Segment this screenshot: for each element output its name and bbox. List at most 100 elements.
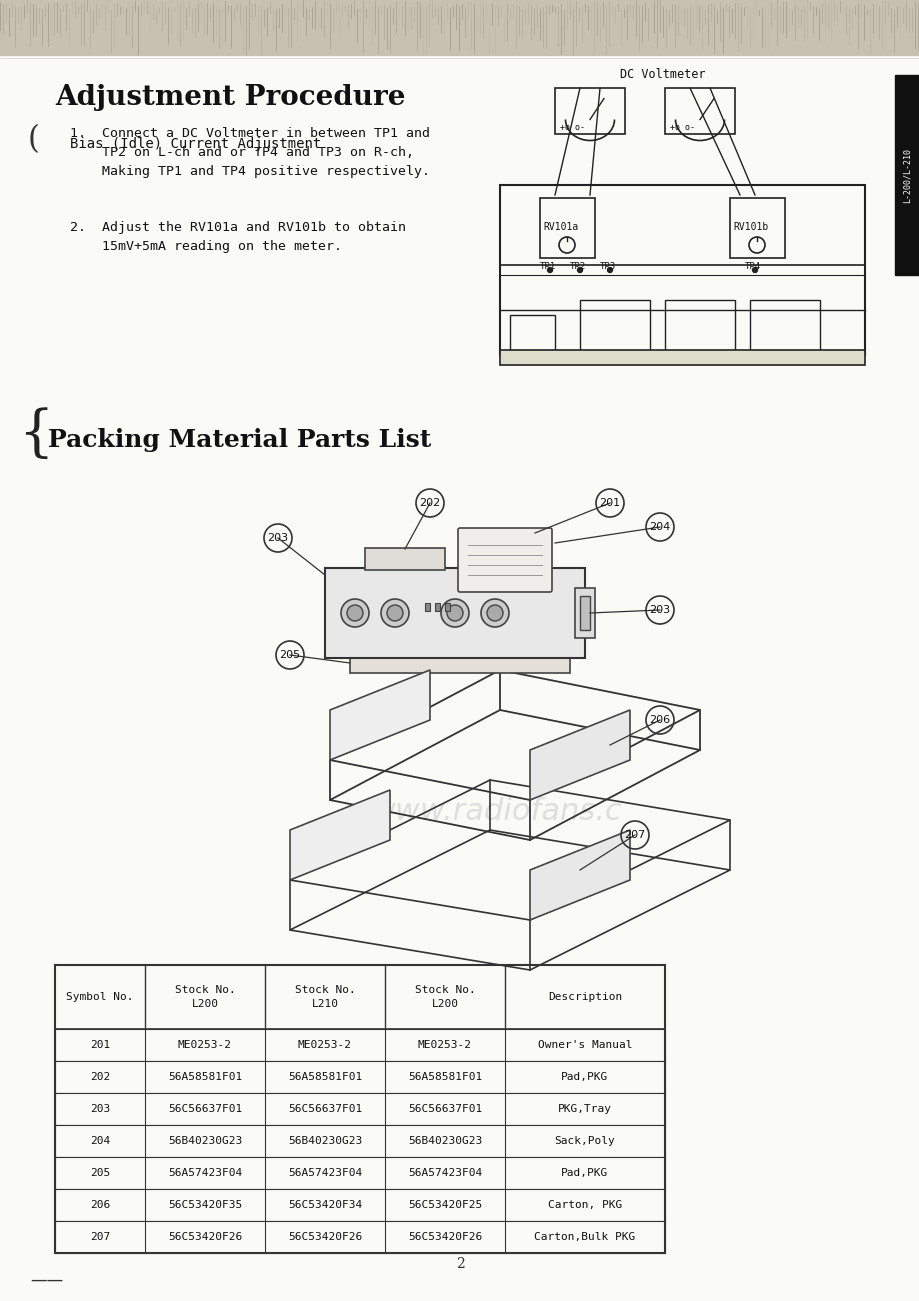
Text: RV101a: RV101a <box>542 222 578 232</box>
Circle shape <box>447 605 462 621</box>
Bar <box>509 315 554 350</box>
Polygon shape <box>529 830 630 920</box>
Text: +o o-: +o o- <box>669 124 694 131</box>
Text: 56C56637F01: 56C56637F01 <box>407 1105 482 1114</box>
Text: ME0253-2: ME0253-2 <box>177 1039 232 1050</box>
Text: Stock No.
L200: Stock No. L200 <box>175 985 235 1010</box>
Text: 56A57423F04: 56A57423F04 <box>407 1168 482 1177</box>
Bar <box>324 569 584 658</box>
Text: 207: 207 <box>624 830 645 840</box>
Bar <box>894 75 919 275</box>
Text: 56A58581F01: 56A58581F01 <box>288 1072 362 1082</box>
Circle shape <box>380 598 409 627</box>
Bar <box>55 965 664 1029</box>
Text: (: ( <box>28 124 40 155</box>
Text: 202: 202 <box>419 498 440 507</box>
Text: 207: 207 <box>90 1232 110 1242</box>
Text: Description: Description <box>548 991 621 1002</box>
Text: Bias (Idle) Current Adjustment: Bias (Idle) Current Adjustment <box>70 137 321 151</box>
Text: RV101b: RV101b <box>732 222 767 232</box>
Text: www.radiofans.c: www.radiofans.c <box>369 798 621 826</box>
Bar <box>55 1125 664 1157</box>
Text: TP3: TP3 <box>599 262 616 271</box>
Text: 56C56637F01: 56C56637F01 <box>288 1105 362 1114</box>
Bar <box>0 0 919 55</box>
Text: 56C53420F26: 56C53420F26 <box>167 1232 242 1242</box>
Bar <box>55 1029 664 1062</box>
Text: ——: —— <box>30 1271 63 1289</box>
Bar <box>445 602 449 611</box>
Text: Owner's Manual: Owner's Manual <box>538 1039 631 1050</box>
Bar <box>365 548 445 570</box>
Text: 56C53420F34: 56C53420F34 <box>288 1200 362 1210</box>
Text: Carton, PKG: Carton, PKG <box>548 1200 621 1210</box>
Bar <box>664 88 734 134</box>
Circle shape <box>547 268 552 272</box>
Text: 202: 202 <box>90 1072 110 1082</box>
Bar <box>55 1222 664 1253</box>
Polygon shape <box>289 790 390 879</box>
Text: Sack,Poly: Sack,Poly <box>554 1136 615 1146</box>
Text: 1.  Connect a DC Voltmeter in between TP1 and
    TP2 on L-ch and or TP4 and TP3: 1. Connect a DC Voltmeter in between TP1… <box>70 127 429 178</box>
Text: 56A57423F04: 56A57423F04 <box>288 1168 362 1177</box>
Bar <box>579 596 589 630</box>
Text: 56B40230G23: 56B40230G23 <box>167 1136 242 1146</box>
Bar <box>499 185 864 355</box>
Bar <box>55 1062 664 1093</box>
Text: 205: 205 <box>90 1168 110 1177</box>
Circle shape <box>387 605 403 621</box>
Text: 203: 203 <box>90 1105 110 1114</box>
Text: PKG,Tray: PKG,Tray <box>558 1105 611 1114</box>
Text: 56A58581F01: 56A58581F01 <box>167 1072 242 1082</box>
Text: +o o-: +o o- <box>560 124 584 131</box>
Text: Pad,PKG: Pad,PKG <box>561 1168 608 1177</box>
Text: 204: 204 <box>649 522 670 532</box>
Text: 201: 201 <box>599 498 620 507</box>
Text: 2.  Adjust the RV101a and RV101b to obtain
    15mV+5mA reading on the meter.: 2. Adjust the RV101a and RV101b to obtai… <box>70 221 405 252</box>
Circle shape <box>752 268 756 272</box>
Text: 206: 206 <box>649 716 670 725</box>
Text: ME0253-2: ME0253-2 <box>417 1039 471 1050</box>
Circle shape <box>440 598 469 627</box>
Text: TP2: TP2 <box>570 262 585 271</box>
Text: Stock No.
L210: Stock No. L210 <box>294 985 355 1010</box>
FancyBboxPatch shape <box>458 528 551 592</box>
Text: 56B40230G23: 56B40230G23 <box>407 1136 482 1146</box>
Text: 205: 205 <box>279 650 301 660</box>
Text: TP1: TP1 <box>539 262 555 271</box>
Bar <box>435 602 439 611</box>
Bar <box>749 301 819 355</box>
Text: Symbol No.: Symbol No. <box>66 991 133 1002</box>
Circle shape <box>341 598 369 627</box>
Text: 56C53420F26: 56C53420F26 <box>288 1232 362 1242</box>
Text: 203: 203 <box>649 605 670 615</box>
Text: 201: 201 <box>90 1039 110 1050</box>
Text: 204: 204 <box>90 1136 110 1146</box>
Bar <box>554 88 624 134</box>
Bar <box>729 198 784 258</box>
Polygon shape <box>330 670 429 760</box>
Bar <box>499 350 864 366</box>
Bar <box>579 301 650 355</box>
Bar <box>664 301 734 355</box>
Text: Adjustment Procedure: Adjustment Procedure <box>55 85 405 111</box>
Bar <box>574 588 595 637</box>
Text: 2: 2 <box>455 1257 464 1271</box>
Text: 56B40230G23: 56B40230G23 <box>288 1136 362 1146</box>
Bar <box>539 198 595 258</box>
Circle shape <box>346 605 363 621</box>
Bar <box>425 602 429 611</box>
Text: Stock No.
L200: Stock No. L200 <box>414 985 475 1010</box>
Text: Pad,PKG: Pad,PKG <box>561 1072 608 1082</box>
Text: 56C56637F01: 56C56637F01 <box>167 1105 242 1114</box>
Text: 203: 203 <box>267 533 289 543</box>
Text: Packing Material Parts List: Packing Material Parts List <box>48 428 431 451</box>
Circle shape <box>607 268 612 272</box>
Bar <box>55 1157 664 1189</box>
Bar <box>55 1189 664 1222</box>
Text: 56A57423F04: 56A57423F04 <box>167 1168 242 1177</box>
Text: 56C53420F26: 56C53420F26 <box>407 1232 482 1242</box>
Text: L-200/L-210: L-200/L-210 <box>902 147 911 203</box>
Text: 56C53420F25: 56C53420F25 <box>407 1200 482 1210</box>
Circle shape <box>481 598 508 627</box>
